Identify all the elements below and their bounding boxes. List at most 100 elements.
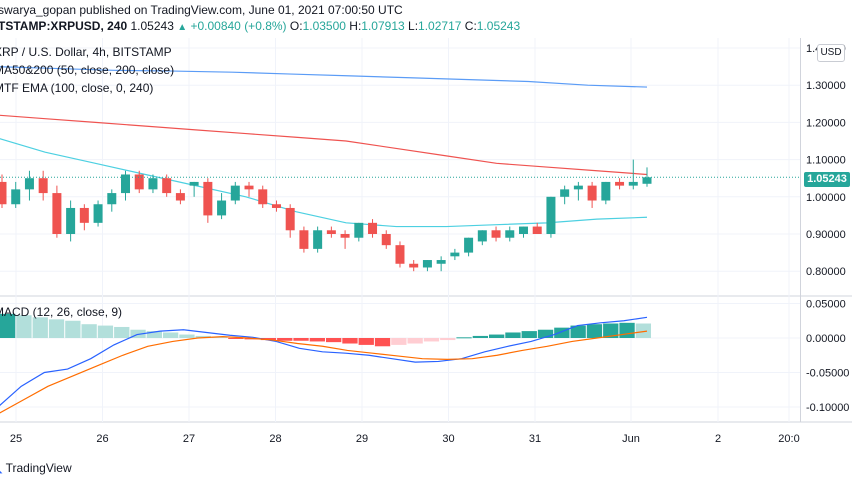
change: +0.00840 (+0.8%)	[190, 19, 287, 33]
macd-histogram-bar	[635, 323, 651, 338]
candle-body	[518, 226, 528, 234]
candle-body	[477, 230, 487, 242]
candle-body	[381, 234, 391, 246]
macd-histogram-bar	[97, 325, 114, 338]
low-value: 1.02717	[418, 19, 462, 33]
candle-body	[203, 181, 213, 216]
candle-body	[313, 230, 323, 249]
macd-tick-label: -0.10000	[806, 402, 849, 414]
candle-body	[409, 263, 419, 268]
macd-histogram-bar	[407, 338, 423, 344]
macd-histogram-bar	[0, 313, 16, 338]
open-label: O:	[289, 19, 303, 33]
macd-histogram-bar	[16, 315, 32, 338]
high-label: H:	[349, 19, 362, 33]
chart-canvas[interactable]: 1.400001.300001.200001.100001.000000.900…	[0, 38, 852, 456]
tradingview-logo[interactable]: ◣ TradingView	[0, 461, 72, 475]
candle-body	[285, 207, 295, 231]
candle-body	[368, 222, 378, 234]
macd-histogram-bar	[32, 317, 48, 338]
footer: ◣ TradingView	[0, 456, 852, 485]
macd-histogram-bar	[505, 332, 521, 338]
price-tick-label: 0.90000	[806, 229, 846, 241]
candle-body	[217, 200, 227, 216]
candle-body	[107, 193, 117, 205]
time-tick-label: 26	[96, 433, 108, 445]
macd-histogram-bar	[537, 329, 554, 338]
author-line: swarya_gopan published on TradingView.co…	[0, 3, 403, 17]
legend-macd[interactable]: MACD (12, 26, close, 9)	[0, 305, 123, 319]
macd-histogram-bar	[163, 332, 179, 338]
candle-body	[422, 260, 432, 268]
candle-body	[560, 189, 570, 197]
macd-histogram-bar	[440, 338, 456, 341]
macd-histogram-bar	[472, 335, 488, 338]
indicator-line-ema	[0, 66, 648, 88]
candle-body	[299, 230, 309, 249]
macd-histogram-bar	[179, 334, 195, 338]
symbol-line: TSTAMP:XRPUSD, 240 1.05243 ▲ +0.00840 (+…	[0, 19, 520, 33]
currency-badge[interactable]: USD	[817, 44, 845, 62]
candle-body	[601, 181, 611, 201]
macd-histogram-bar	[309, 338, 325, 342]
candle-body	[24, 178, 34, 190]
legend-ema[interactable]: MTF EMA (100, close, 0, 240)	[0, 81, 154, 95]
candle-body	[38, 178, 48, 194]
candle-body	[546, 196, 556, 234]
price-pane	[0, 66, 800, 272]
close-value: 1.05243	[476, 19, 521, 33]
candle-body	[587, 185, 597, 201]
candle-body	[505, 230, 515, 238]
candle-body	[642, 177, 652, 184]
price-tick-label: 1.20000	[806, 117, 846, 129]
indicator-line-ma50	[0, 138, 648, 228]
macd-histogram-bar	[146, 331, 162, 338]
candle-body	[340, 234, 350, 238]
macd-histogram-bar	[81, 324, 97, 338]
macd-histogram-bar	[326, 338, 342, 343]
macd-histogram-bar	[423, 338, 440, 342]
candle-body	[93, 204, 103, 223]
legend-ma[interactable]: MA50&200 (50, close, 200, close)	[0, 63, 175, 77]
macd-histogram-bar	[586, 324, 603, 338]
macd-histogram-bar	[374, 338, 391, 347]
candle-body	[464, 237, 474, 253]
candle-body	[148, 178, 158, 190]
time-tick-label: 20:0	[778, 433, 799, 445]
macd-histogram-bar	[48, 319, 65, 338]
candle-body	[230, 185, 240, 201]
candle-body	[326, 230, 336, 234]
time-tick-label: 2	[715, 433, 721, 445]
macd-histogram-bar	[293, 338, 309, 341]
macd-histogram-bar	[619, 322, 635, 338]
macd-pane	[0, 313, 651, 414]
candle-body	[244, 185, 254, 190]
candle-body	[271, 204, 281, 208]
legend-title[interactable]: XRP / U.S. Dollar, 4h, BITSTAMP	[0, 45, 172, 59]
candle-body	[491, 230, 501, 238]
time-tick-label: 30	[442, 433, 454, 445]
close-label: C:	[464, 19, 477, 33]
macd-histogram-bar	[554, 327, 570, 338]
macd-histogram-bar	[195, 335, 211, 338]
candle-body	[615, 181, 625, 186]
candle-body	[450, 252, 460, 257]
open-value: 1.03500	[302, 19, 346, 33]
price-tick-label: 1.30000	[806, 80, 846, 92]
chart-header: swarya_gopan published on TradingView.co…	[0, 0, 852, 38]
candle-body	[162, 178, 172, 194]
time-tick-label: 28	[269, 433, 281, 445]
macd-histogram-bar	[358, 338, 374, 345]
tradingview-logo-icon: ◣	[0, 463, 2, 475]
candle-body	[532, 226, 542, 234]
candle-body	[354, 222, 364, 238]
low-label: L:	[408, 19, 419, 33]
candle-body	[395, 245, 405, 264]
macd-tick-label: 0.00000	[806, 333, 846, 345]
high-value: 1.07913	[361, 19, 405, 33]
macd-histogram-bar	[603, 323, 619, 338]
time-tick-label: 27	[183, 433, 195, 445]
macd-histogram-bar	[260, 338, 277, 341]
price-tick-label: 1.10000	[806, 155, 846, 167]
up-triangle-icon: ▲	[177, 22, 188, 33]
